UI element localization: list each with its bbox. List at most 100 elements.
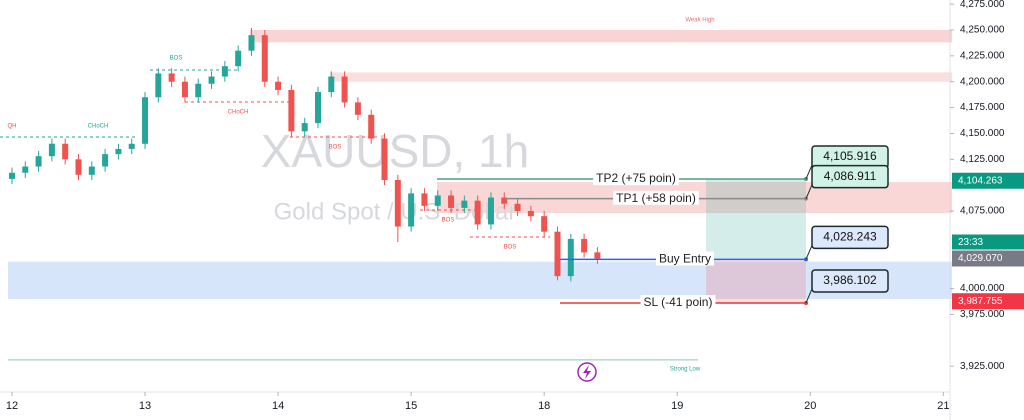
price-tag [952,293,1024,310]
candle-body [168,73,175,82]
candle-body [354,102,361,115]
y-tick-label: 3,975.000 [960,309,1005,320]
level-name: Buy Entry [659,252,711,266]
candle-body [514,203,521,211]
y-tick-label: 4,225.000 [960,50,1005,61]
level-name: TP1 (+58 poin) [616,191,696,205]
candle-body [8,172,15,179]
candle-body [474,200,481,225]
candle-body [22,166,29,173]
lightning-icon [577,362,597,382]
strong-low-label: Strong Low [670,367,701,373]
level-connector [805,245,813,260]
candle-body [328,76,335,93]
candle-body [461,200,468,208]
level-connector [805,164,813,180]
y-tick-label: 4,175.000 [960,102,1005,113]
candle-body [368,114,375,139]
y-tick-label: 3,925.000 [960,361,1005,372]
candle-body [394,179,401,227]
level-value: 3,986.102 [823,273,877,287]
y-tick-label: 4,075.000 [960,206,1005,217]
candle-body [208,76,215,84]
structure-label: BOS [329,145,342,151]
candle-body [248,35,255,51]
candle-body [62,143,69,160]
price-tag [952,172,1024,189]
level-name-bg [640,295,716,310]
structure-label: BOS [504,245,517,251]
candle-body [421,193,428,206]
candle-body [341,76,348,103]
x-tick-label: 18 [538,400,550,412]
candle-body [448,195,455,208]
price-tag-label: 4,029.070 [958,253,1003,264]
zone [330,72,952,82]
candle-body [275,81,282,90]
x-tick-label: 20 [804,400,816,412]
zone [8,261,952,299]
candle-body [554,231,561,277]
candle-body [541,216,548,232]
candle-body [301,123,308,132]
level-box [811,164,889,189]
x-tick-label: 13 [139,400,151,412]
x-tick-label: 21 [937,400,949,412]
icon-bolt [583,365,591,379]
candle-body [75,159,82,175]
x-tick-label: 15 [405,400,417,412]
zone-label: Weak High [685,18,714,24]
price-tag-label: 4,104.263 [958,175,1003,186]
structure-label: CHoCH [228,110,249,116]
candle-body [594,252,601,259]
level-name-bg [655,251,715,266]
level-value: 4,105.916 [823,149,877,163]
countdown-tag [952,234,1024,250]
candle-body [581,238,588,253]
level-box [811,269,889,293]
level-connector [805,184,813,199]
candle-body [527,210,534,217]
countdown-label: 23:33 [958,237,983,248]
level-name-bg [613,190,699,205]
level-connector [805,288,813,304]
candle-body [181,81,188,98]
structure-label: QH [8,124,17,130]
price-tag [952,250,1024,267]
loss-area [706,259,806,303]
candle-body [155,73,162,98]
candle-body [88,166,95,175]
candle-body [288,89,295,132]
y-tick-label: 4,150.000 [960,128,1005,139]
candle-body [487,197,494,225]
candle-body [501,197,508,204]
candle-body [48,143,55,157]
y-tick-label: 4,200.000 [960,76,1005,87]
candle-body [128,143,135,149]
y-tick-label: 4,250.000 [960,25,1005,36]
level-box [811,225,889,250]
candle-body [35,156,42,167]
candle-body [235,50,242,67]
candle-body [221,66,228,77]
level-value: 4,028.243 [823,230,877,244]
candle-body [408,193,415,227]
candle-body [115,148,122,155]
zones: Weak High [8,18,952,299]
profit-area [706,179,806,260]
x-tick-label: 14 [272,400,284,412]
candle-body [567,238,574,277]
y-tick-label: 4,000.000 [960,283,1005,294]
candle-body [381,138,388,180]
price-tag-label: 3,987.755 [958,296,1003,307]
zone [250,29,952,43]
level-name: TP2 (+75 poin) [596,171,676,185]
level-value: 4,086.911 [824,169,877,183]
level-name-bg [593,171,679,186]
watermark-title: XAUUSD, 1h [261,125,529,177]
candle-body [102,154,109,167]
y-tick-label: 4,125.000 [960,154,1005,165]
candle-body [261,35,268,82]
candle-body [142,97,149,144]
